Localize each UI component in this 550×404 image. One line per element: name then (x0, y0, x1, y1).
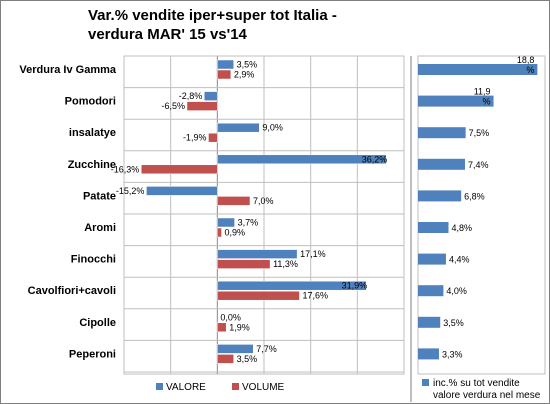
data-label-incidenza-pct: % (526, 65, 534, 75)
bar-volume (141, 164, 218, 175)
data-label-valore: 7,7% (256, 344, 277, 354)
data-label-incidenza: 4,0% (446, 286, 467, 296)
data-label-volume: -1,9% (183, 133, 207, 143)
bar-valore (217, 59, 234, 70)
category-label: Zucchine (68, 159, 116, 171)
data-label-incidenza: 4,4% (449, 255, 470, 265)
bar-valore (217, 154, 387, 165)
bar-volume (208, 132, 218, 143)
chart-title-line-2: verdura MAR' 15 vs'14 (88, 26, 247, 43)
data-label-volume: -16,3% (111, 164, 140, 174)
category-label: Cipolle (79, 317, 116, 329)
bar-valore (204, 91, 218, 101)
bar-volume (217, 259, 271, 269)
bar-incidenza (418, 127, 466, 139)
data-label-valore: 17,1% (300, 249, 326, 259)
data-label-volume: 3,5% (237, 354, 258, 364)
bar-valore (217, 344, 254, 354)
data-label-incidenza-pct: % (483, 97, 491, 107)
data-label-valore: -2,8% (179, 91, 203, 101)
bar-volume (217, 227, 222, 238)
bar-volume (217, 69, 232, 80)
bar-incidenza (418, 64, 538, 75)
data-label-volume: 1,9% (229, 322, 250, 332)
category-label: Pomodori (65, 96, 116, 108)
bar-incidenza (418, 285, 444, 297)
data-label-incidenza: 7,4% (468, 160, 489, 170)
bar-valore (217, 217, 235, 228)
data-label-volume: 0,9% (225, 228, 246, 238)
category-label: Aromi (84, 222, 116, 234)
data-label-volume: 7,0% (253, 196, 274, 206)
bar-volume (217, 196, 251, 206)
data-label-valore: 3,5% (237, 60, 258, 70)
bar-incidenza (418, 95, 494, 107)
category-label: Peperoni (69, 348, 116, 360)
data-label-valore: 31,9% (342, 281, 368, 291)
bar-incidenza (418, 158, 465, 170)
data-label-incidenza: 7,5% (469, 128, 490, 138)
category-label: Finocchi (71, 254, 116, 266)
bar-volume (217, 290, 300, 301)
legend-swatch-incidenza (422, 379, 429, 386)
data-label-volume: 11,3% (273, 259, 298, 269)
legend-label-volume: VOLUME (242, 382, 285, 393)
data-label-valore: -15,2% (116, 186, 145, 196)
data-label-volume: -6,5% (161, 101, 185, 111)
bar-valore (217, 280, 367, 291)
bar-valore (217, 249, 298, 259)
data-label-volume: 2,9% (234, 70, 255, 80)
bar-incidenza (418, 253, 446, 265)
data-label-incidenza: 3,3% (442, 349, 463, 359)
legend-label-incidenza-line-1: inc.% su tot vendite (433, 378, 520, 389)
category-label: Patate (83, 190, 116, 202)
category-label: Verdura Iv Gamma (19, 64, 116, 76)
data-label-valore: 3,7% (238, 218, 259, 228)
data-label-volume: 17,6% (302, 291, 328, 301)
legend-label-valore: VALORE (166, 382, 206, 393)
bar-volume (186, 101, 218, 111)
plot-area-right (417, 55, 546, 375)
bar-incidenza (418, 348, 439, 360)
legend-label-incidenza-line-2: valore verdura nel mese (433, 390, 541, 401)
bar-volume (217, 322, 227, 333)
bar-incidenza (418, 222, 449, 233)
legend-swatch-volume (232, 383, 239, 390)
category-label: Cavolfiori+cavoli (28, 285, 116, 297)
data-label-valore: 36,2% (362, 154, 388, 164)
data-label-incidenza: 6,8% (464, 191, 485, 201)
data-label-incidenza: 18,8 (517, 55, 535, 65)
data-label-valore: 0,0% (220, 312, 241, 322)
bar-valore (217, 122, 260, 133)
legend-swatch-valore (156, 383, 163, 390)
bar-incidenza (418, 190, 462, 202)
bar-valore (146, 186, 218, 196)
bar-volume (217, 354, 234, 364)
chart-title: Var.% vendite iper+super tot Italia - ve… (88, 6, 388, 44)
bar-incidenza (418, 316, 441, 328)
chart-title-line-1: Var.% vendite iper+super tot Italia - (88, 7, 337, 24)
category-label: insalatye (69, 127, 116, 139)
data-label-incidenza: 3,5% (443, 318, 464, 328)
data-label-incidenza: 11,9 (474, 87, 491, 97)
data-label-valore: 9,0% (262, 123, 283, 133)
data-label-incidenza: 4,8% (451, 223, 472, 233)
